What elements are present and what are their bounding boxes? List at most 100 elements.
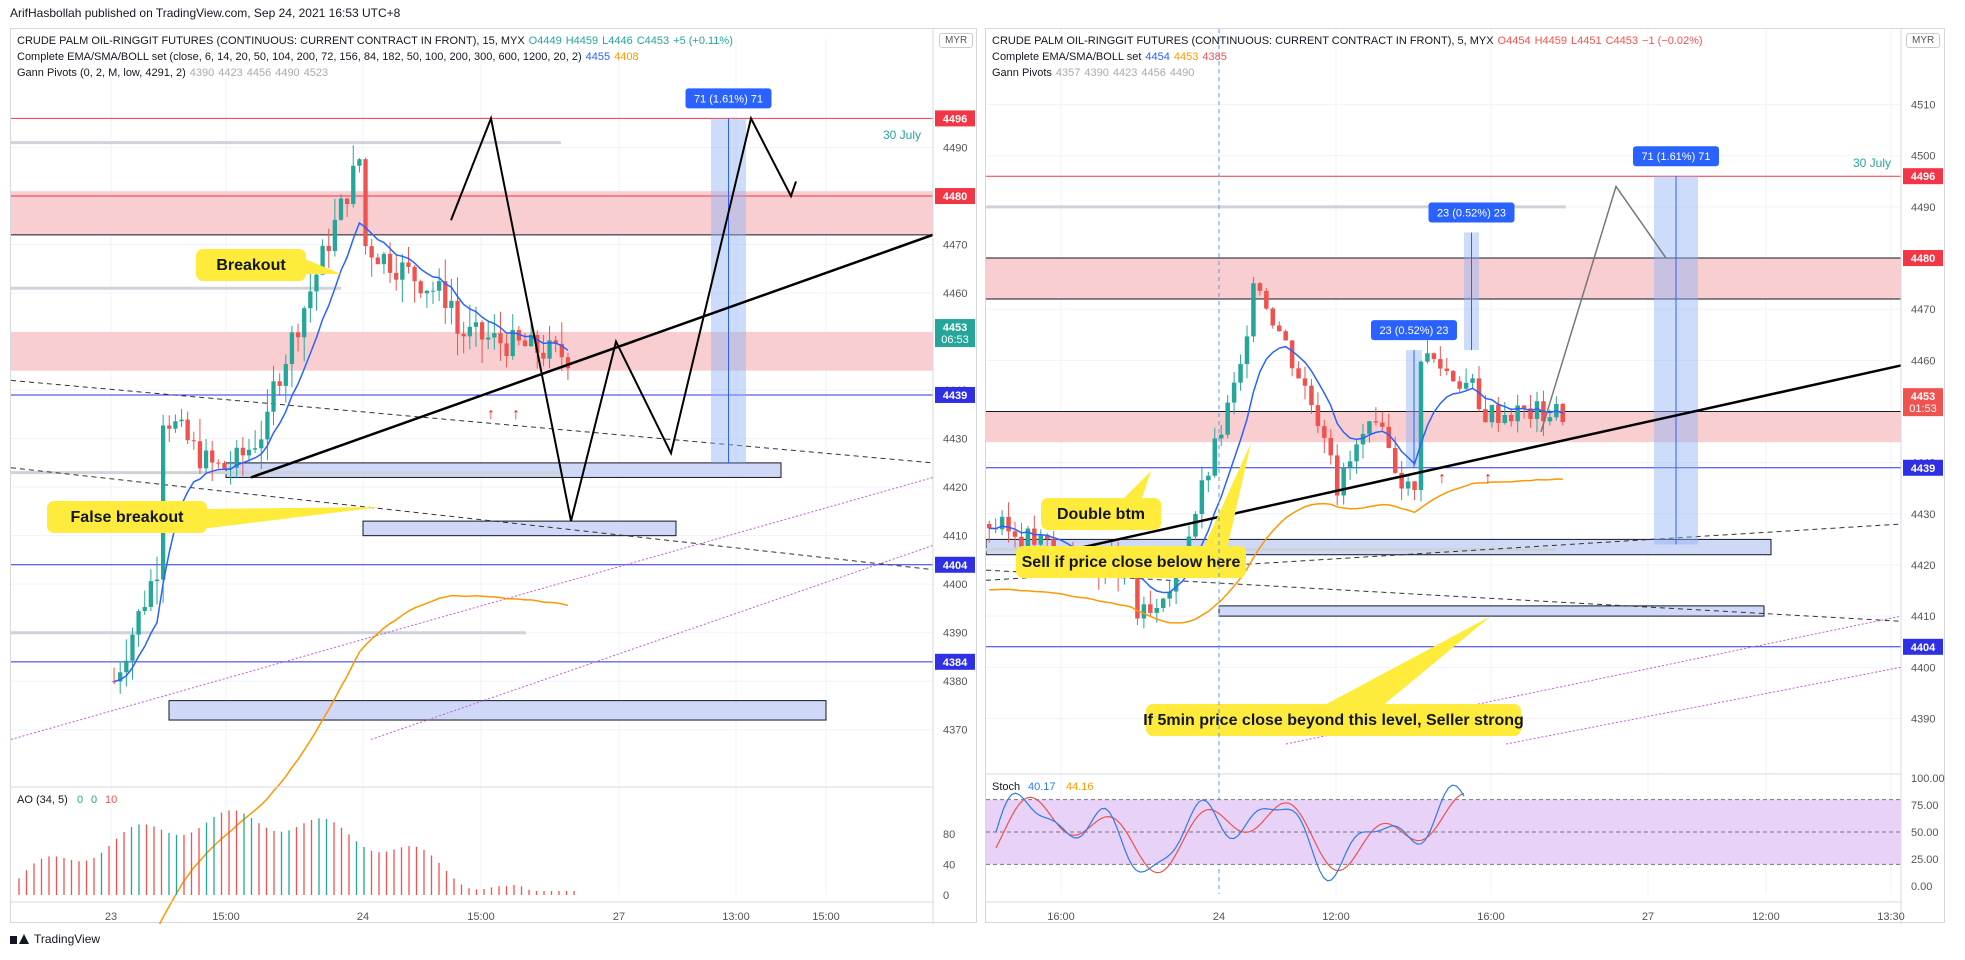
price-axis-tick: 4470 (943, 240, 967, 252)
candle-body (1534, 401, 1540, 419)
price-tag: 4439 (943, 390, 967, 402)
ohlc-high: H4459 (565, 35, 599, 47)
time-axis-tick: 15:00 (467, 911, 495, 923)
publisher-header: ArifHasbollah published on TradingView.c… (10, 6, 401, 20)
candle-body (302, 308, 307, 338)
candle-body (265, 411, 270, 440)
measure-label: 71 (1.61%) 71 (694, 93, 763, 105)
currency-button[interactable]: MYR (1906, 33, 1941, 48)
candle-body (1547, 417, 1553, 422)
chart-title: CRUDE PALM OIL-RINGGIT FUTURES (CONTINUO… (17, 35, 525, 47)
annotation-pointer (201, 507, 381, 529)
candle-body (1341, 467, 1346, 496)
candle-body (1373, 421, 1379, 423)
candle-body (295, 332, 301, 338)
annotation-bg (1146, 704, 1521, 736)
candle-body (179, 419, 184, 422)
price-axis-tick: 4510 (1911, 100, 1935, 112)
candle-body (167, 425, 172, 429)
price-tag: 4404 (1911, 642, 1936, 654)
candle-body (1463, 382, 1469, 389)
price-tag: 4480 (943, 191, 967, 203)
candle-body (461, 333, 466, 337)
red-arrow-icon: ↑ (1438, 470, 1446, 487)
time-axis-tick: 15:00 (212, 911, 240, 923)
ohlc-close: C4453 (1605, 35, 1639, 47)
candle-body (559, 343, 564, 358)
indicator-ema-value-2: 4408 (614, 51, 639, 63)
chart-pane-15min[interactable]: 71 (1.61%) 71 ↑ ↑ Breakout False breakout 30 … (10, 28, 978, 924)
price-axis-tick: 4390 (943, 628, 967, 640)
gann-value: 4390 (189, 67, 215, 79)
candle-body (314, 274, 319, 292)
stoch-d-value: 44.16 (1066, 781, 1094, 793)
time-axis-tick: 12:00 (1322, 911, 1350, 923)
support-trendline (1025, 364, 1902, 562)
price-tag-bg (935, 556, 975, 573)
chart-canvas-5min[interactable]: 71 (1.61%) 71 23 (0.52%) 23 23 (0.52%) 23 ↑… (986, 29, 1946, 924)
candle-body (240, 447, 246, 456)
price-tag: 4404 (943, 560, 968, 572)
candle-body (124, 660, 129, 673)
annotation-label: Double btm (1057, 506, 1145, 523)
candle-body (406, 262, 411, 267)
candle-body (412, 266, 417, 282)
candle-body (1483, 409, 1488, 423)
price-axis-tick: 4460 (1911, 355, 1935, 367)
candle-body (541, 352, 546, 359)
price-axis-tick: 4400 (1911, 662, 1935, 674)
candle-body (111, 681, 117, 683)
candle-body (1354, 444, 1359, 462)
red-arrow-icon: ↑ (487, 406, 495, 423)
candle-body (1399, 472, 1404, 489)
time-axis-tick: 16:00 (1477, 911, 1505, 923)
candle-body (986, 524, 992, 529)
candle-body (1367, 421, 1372, 434)
ao-value: 0 (91, 794, 97, 806)
tradingview-logo-icon (10, 934, 29, 944)
candle-body (424, 290, 430, 294)
currency-button[interactable]: MYR (939, 33, 974, 48)
price-tag-bg (1903, 638, 1943, 655)
time-axis-tick: 13:30 (1877, 911, 1905, 923)
price-tag-bg (935, 319, 975, 348)
resistance-zone (986, 411, 1901, 443)
time-axis-tick: 24 (1213, 911, 1225, 923)
ao-value: 10 (105, 794, 117, 806)
price-tag-bg (935, 110, 975, 127)
chart-legend: CRUDE PALM OIL-RINGGIT FUTURES (CONTINUO… (992, 33, 1707, 81)
price-axis-tick: 4390 (1911, 713, 1935, 725)
gann-value: 4456 (1141, 67, 1166, 79)
demand-box (225, 462, 782, 478)
measure-label: 71 (1.61%) 71 (1641, 151, 1710, 163)
stoch-k-value: 40.17 (1028, 781, 1056, 793)
candle-body (1173, 564, 1179, 592)
candle-body (498, 333, 503, 344)
price-tag-countdown: 01:53 (1909, 403, 1937, 415)
candle-body (357, 159, 362, 166)
candle-body (283, 363, 288, 386)
candle-body (535, 334, 540, 353)
projection-path (450, 114, 797, 522)
time-axis-tick: 24 (357, 911, 369, 923)
chart-pane-5min[interactable]: 71 (1.61%) 71 23 (0.52%) 23 23 (0.52%) 23 ↑… (985, 28, 1946, 924)
candle-body (118, 672, 123, 682)
candle-body (565, 357, 571, 369)
candle-body (504, 343, 509, 357)
candle-body (486, 337, 491, 340)
price-axis-tick: 4460 (943, 288, 967, 300)
candle-body (1270, 308, 1276, 326)
indicator-gann-label: Gann Pivots (992, 67, 1052, 79)
candle-body (1347, 461, 1353, 468)
price-tag-countdown: 06:53 (941, 334, 969, 346)
price-axis-tick: 4410 (1911, 611, 1935, 623)
channel-line (370, 544, 934, 740)
candle-body (1431, 353, 1437, 360)
candle-body (1225, 402, 1230, 435)
price-axis-tick: 4430 (943, 434, 967, 446)
chart-canvas-15min[interactable]: 71 (1.61%) 71 ↑ ↑ Breakout False breakout 30 … (11, 29, 978, 924)
annotation-bg (47, 501, 207, 533)
candle-body (1438, 359, 1443, 369)
chart-title: CRUDE PALM OIL-RINGGIT FUTURES (CONTINUO… (992, 35, 1494, 47)
ema-fast-line (113, 221, 569, 683)
